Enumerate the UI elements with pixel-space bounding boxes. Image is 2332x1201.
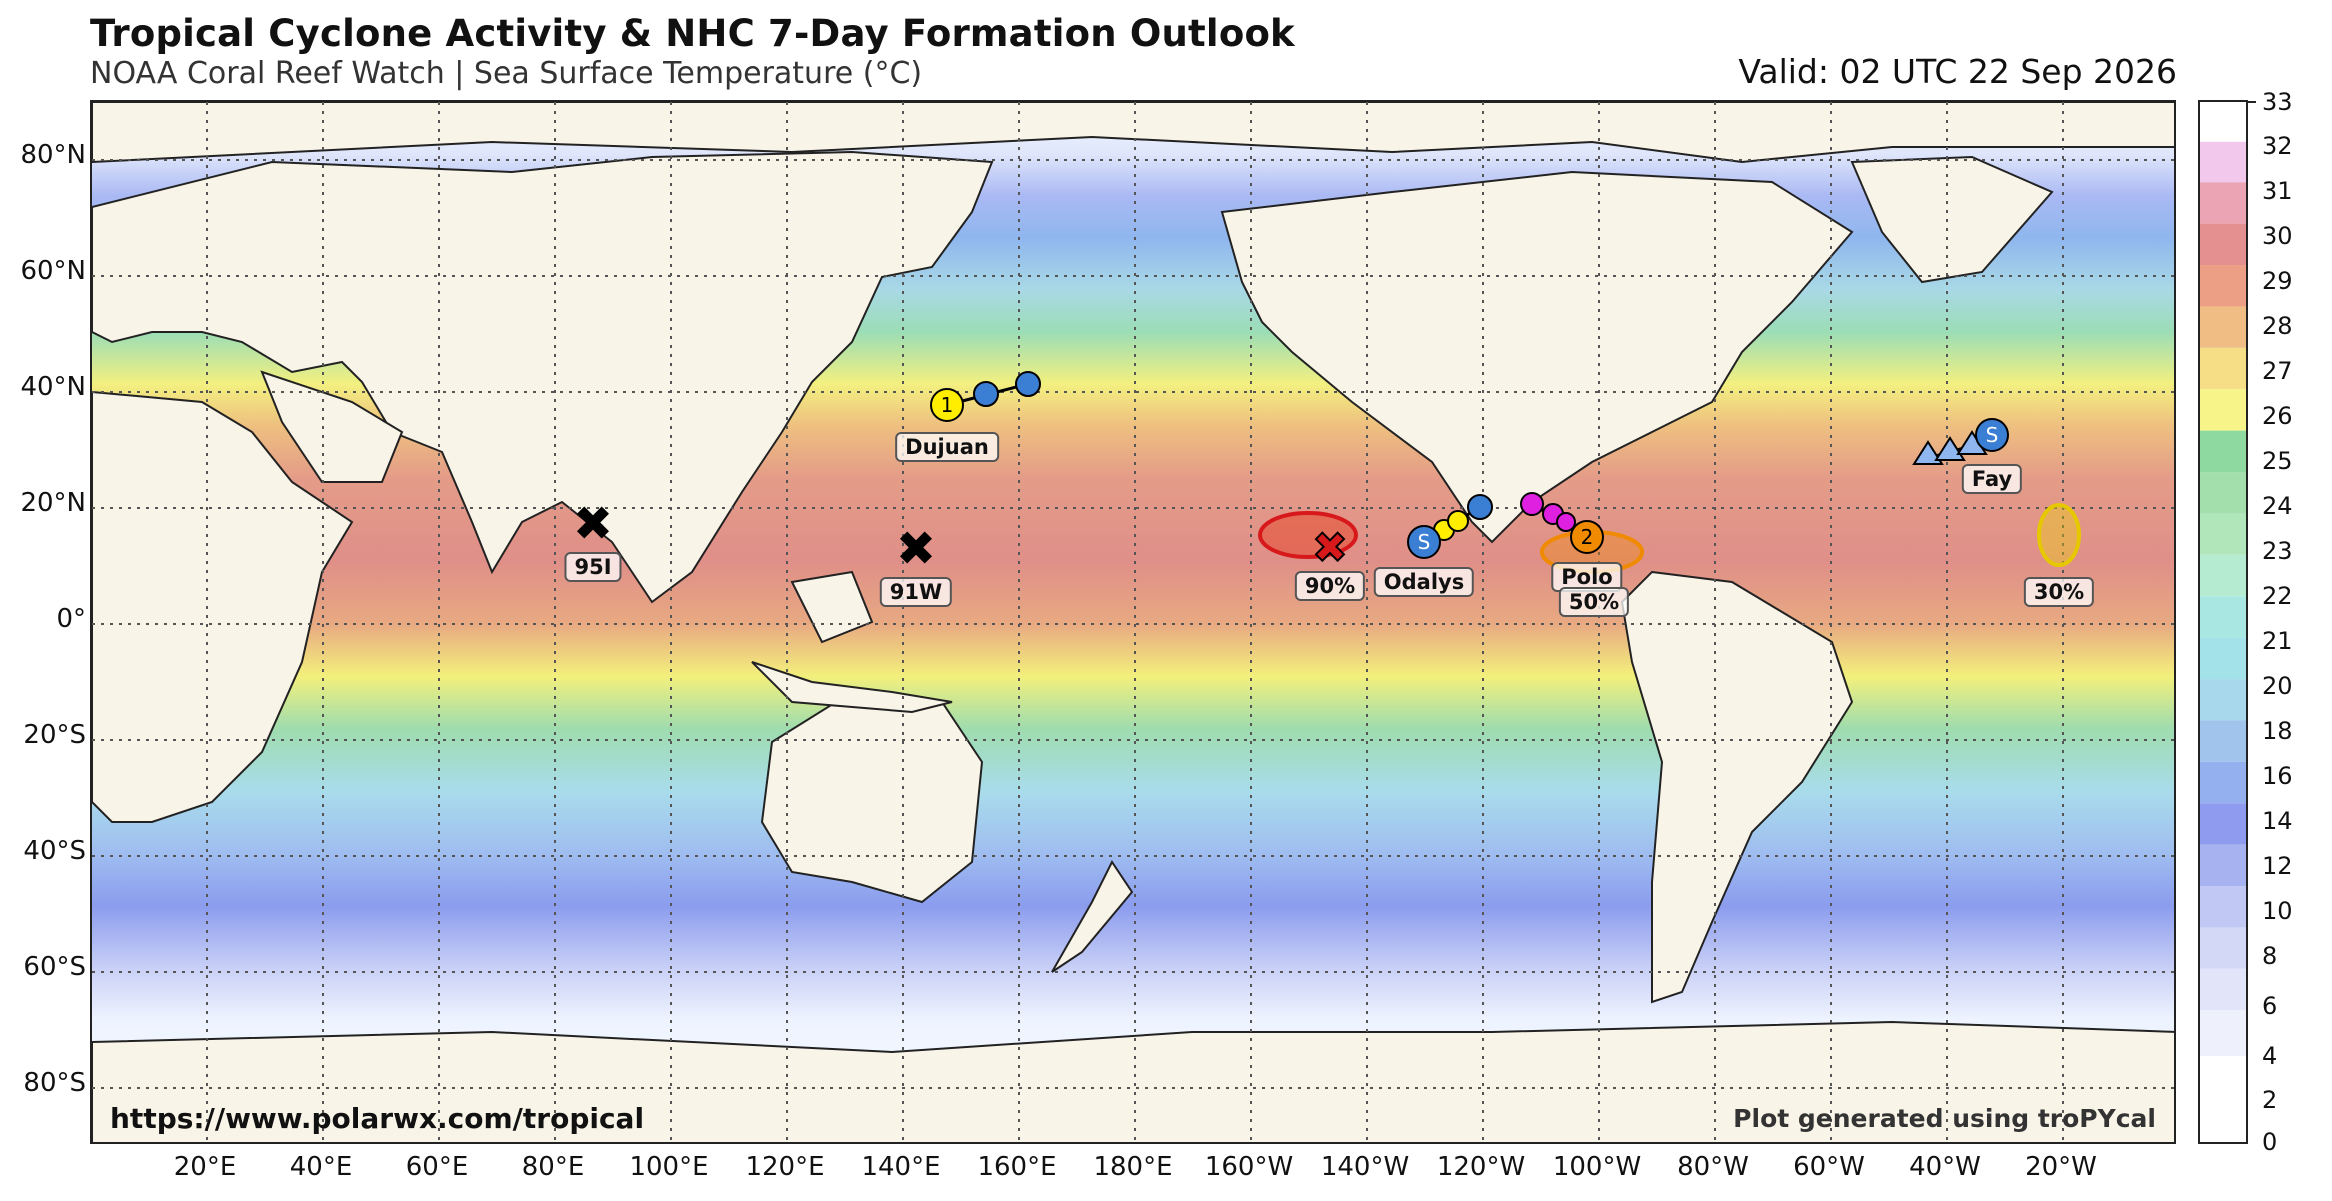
lat-label: 60°S [23, 952, 86, 982]
fay-track: S [1912, 418, 2009, 465]
lat-label: 80°S [23, 1068, 86, 1098]
colorbar-tick: 18 [2262, 717, 2293, 745]
lon-label: 100°W [1552, 1152, 1642, 1182]
odalys-marker [1407, 525, 1441, 559]
outlook-area-30 [2037, 503, 2081, 567]
colorbar-tick: 29 [2262, 267, 2293, 295]
colorbar-tick: 30 [2262, 222, 2293, 250]
colorbar-tick: 14 [2262, 807, 2293, 835]
lon-label: 120°E [745, 1152, 825, 1182]
outlook-label-30: 30% [2023, 577, 2095, 607]
lon-label: 20°E [173, 1152, 237, 1182]
colorbar-tick: 4 [2262, 1042, 2278, 1070]
sst-colorbar [2198, 100, 2248, 1144]
lon-label: 80°E [521, 1152, 585, 1182]
colorbar-tick: 20 [2262, 672, 2293, 700]
colorbar-tick: 33 [2262, 88, 2293, 116]
land [92, 102, 2174, 1142]
sst-map: ✖ ✖ ✖ 1 S 2 [90, 100, 2176, 1144]
lon-label: 60°E [405, 1152, 469, 1182]
source-url: https://www.polarwx.com/tropical [110, 1102, 645, 1135]
lon-label: 60°W [1793, 1152, 1865, 1182]
svg-text:S: S [1986, 423, 1999, 447]
lat-label: 0° [56, 604, 86, 634]
lat-label: 40°S [23, 836, 86, 866]
polo-marker [1570, 520, 1604, 554]
colorbar-tick: 24 [2262, 492, 2293, 520]
storm-label-odalys: Odalys [1373, 567, 1475, 597]
svg-text:2: 2 [1581, 525, 1594, 549]
lon-label: 160°W [1204, 1152, 1294, 1182]
map-title: Tropical Cyclone Activity & NHC 7-Day Fo… [90, 12, 1295, 55]
outlook-area-90 [1258, 511, 1358, 559]
storm-label-dujuan: Dujuan [895, 432, 999, 462]
storm-label-fay: Fay [1961, 464, 2023, 494]
valid-time: Valid: 02 UTC 22 Sep 2026 [1738, 52, 2177, 91]
outlook-center-marker: ✖ [1312, 523, 1347, 572]
lon-label: 120°W [1436, 1152, 1526, 1182]
lat-label: 40°N [20, 372, 86, 402]
outlook-label-90: 90% [1294, 571, 1366, 601]
lat-label: 20°S [23, 720, 86, 750]
colorbar-tick: 27 [2262, 357, 2293, 385]
lon-label: 160°E [977, 1152, 1057, 1182]
plot-credit: Plot generated using troPYcal [1733, 1104, 2156, 1133]
colorbar-tick: 23 [2262, 537, 2293, 565]
svg-text:1: 1 [941, 393, 954, 417]
odalys-track: S [1407, 494, 1493, 559]
lat-label: 60°N [20, 256, 86, 286]
colorbar-tick: 12 [2262, 852, 2293, 880]
lon-label: 180°E [1093, 1152, 1173, 1182]
dujuan-marker [930, 388, 964, 422]
colorbar-tick: 25 [2262, 447, 2293, 475]
lon-label: 100°E [629, 1152, 709, 1182]
colorbar-tick: 28 [2262, 312, 2293, 340]
colorbar-tick: 16 [2262, 762, 2293, 790]
dujuan-track: 1 [930, 371, 1041, 422]
invest-label-91w: 91W [879, 577, 953, 607]
fay-marker [1975, 418, 2009, 452]
colorbar-tick: 8 [2262, 942, 2278, 970]
colorbar-tick: 6 [2262, 992, 2278, 1020]
lon-label: 140°W [1320, 1152, 1410, 1182]
lon-label: 40°E [289, 1152, 353, 1182]
lon-label: 40°W [1909, 1152, 1981, 1182]
colorbar-tick: 10 [2262, 897, 2293, 925]
gridlines [92, 102, 2174, 1142]
lon-label: 140°E [861, 1152, 941, 1182]
map-subtitle: NOAA Coral Reef Watch | Sea Surface Temp… [90, 56, 923, 91]
outlook-label-50: 50% [1558, 587, 1630, 617]
map-canvas: ✖ ✖ ✖ 1 S 2 [92, 102, 2174, 1142]
invest-label-95i: 95I [564, 552, 622, 582]
colorbar-tick: 0 [2262, 1128, 2278, 1156]
lat-label: 20°N [20, 488, 86, 518]
lat-label: 80°N [20, 140, 86, 170]
lon-label: 20°W [2025, 1152, 2097, 1182]
colorbar-tick: 32 [2262, 132, 2293, 160]
colorbar-tick: 26 [2262, 402, 2293, 430]
colorbar-tick: 31 [2262, 177, 2293, 205]
colorbar-tick: 21 [2262, 627, 2293, 655]
colorbar-tick: 2 [2262, 1086, 2278, 1114]
invest-95i-marker: ✖ [573, 496, 613, 552]
colorbar-tick: 22 [2262, 582, 2293, 610]
invest-91w-marker: ✖ [896, 521, 936, 577]
svg-text:S: S [1418, 530, 1431, 554]
lon-label: 80°W [1677, 1152, 1749, 1182]
polo-track: 2 [1520, 492, 1604, 554]
